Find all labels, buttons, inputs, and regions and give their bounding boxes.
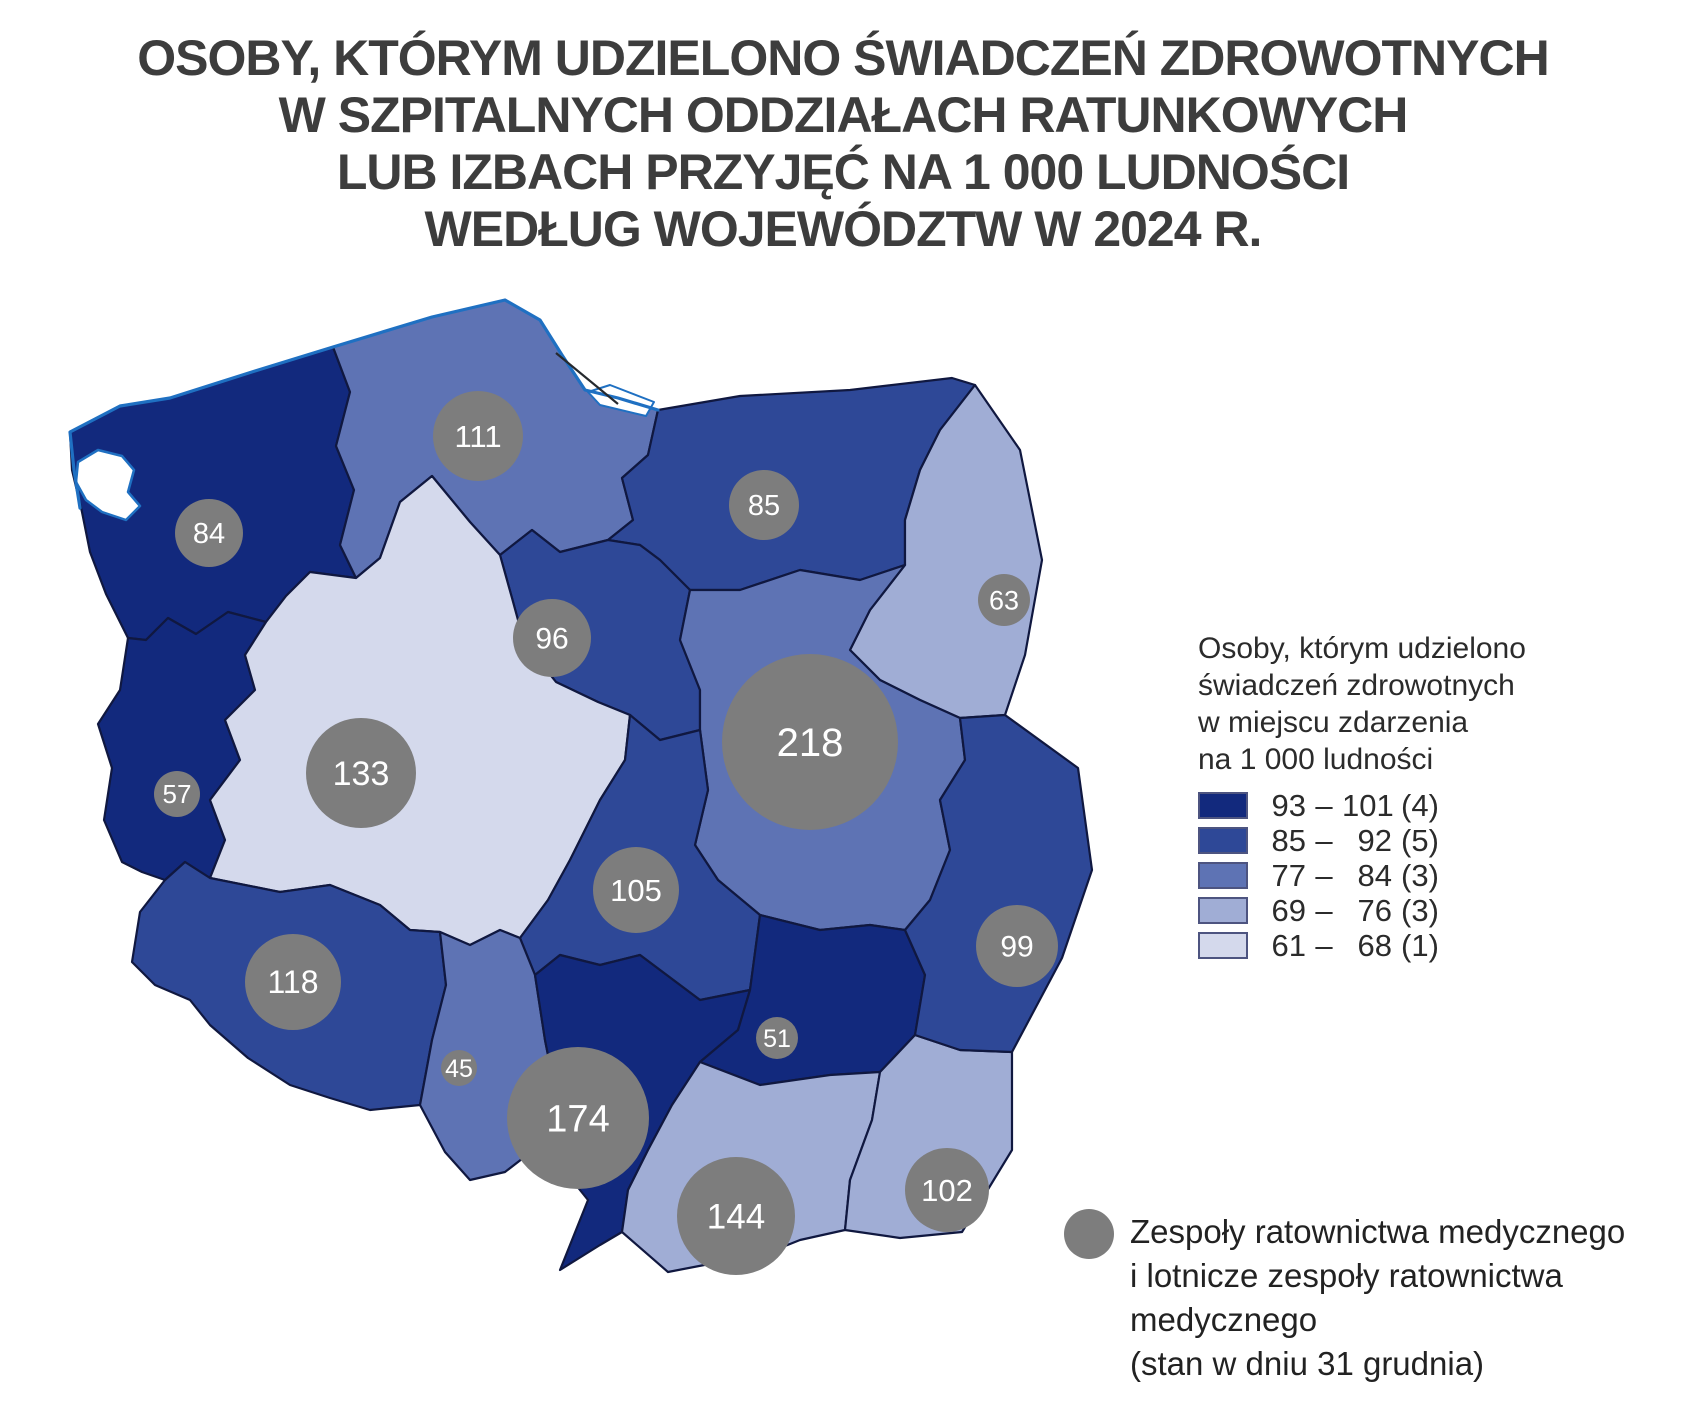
legend-class-label-2: 77–84 (3) [1271, 857, 1439, 893]
symbol-circle-pomorskie [433, 391, 523, 481]
legend-class-label-3: 69–76 (3) [1271, 892, 1439, 928]
choropleth-legend-title: Osoby, którym udzielono świadczeń zdrowo… [1198, 630, 1526, 778]
symbol-value-lubuskie: 57 [163, 779, 192, 809]
baltic-coastline [68, 298, 660, 510]
symbol-circle-malopolskie [677, 1157, 795, 1275]
symbol-circle-podlaskie [978, 574, 1030, 626]
symbol-value-slaskie: 174 [546, 1098, 609, 1140]
legend-swatch-4 [1198, 932, 1248, 959]
symbol-circle-lodzkie [593, 847, 679, 933]
symbol-legend: Zespoły ratownictwa medycznego i lotnicz… [1064, 1209, 1625, 1386]
symbol-circle-podkarpackie [905, 1148, 989, 1232]
symbol-legend-line: (stan w dniu 31 grudnia) [1130, 1345, 1485, 1382]
legend-title-line: na 1 000 ludności [1198, 743, 1434, 776]
legend-class-row-4: 61–68 (1) [1198, 928, 1526, 963]
choropleth-legend: Osoby, którym udzielono świadczeń zdrowo… [1198, 630, 1526, 963]
symbol-circle-opolskie [441, 1050, 477, 1086]
symbol-circle-dolnoslaskie [245, 934, 341, 1030]
legend-swatch-0 [1198, 792, 1248, 819]
title-line-1: OSOBY, KTÓRYM UDZIELONO ŚWIADCZEŃ ZDROWO… [137, 30, 1549, 86]
symbol-legend-text: Zespoły ratownictwa medycznego i lotnicz… [1130, 1210, 1625, 1386]
title-line-4: WEDŁUG WOJEWÓDZTW W 2024 R. [424, 201, 1263, 257]
legend-title-line: w miejscu zdarzenia [1198, 706, 1469, 739]
title-line-2: W SZPITALNYCH ODDZIAŁACH RATUNKOWYCH [278, 87, 1409, 143]
symbol-value-warminsko-mazurskie: 85 [748, 490, 780, 522]
legend-class-label-0: 93–101 (4) [1271, 787, 1439, 823]
symbol-circle-kujawsko-pomorskie [513, 599, 591, 677]
legend-class-row-0: 93–101 (4) [1198, 788, 1526, 823]
legend-class-label-4: 61–68 (1) [1271, 927, 1439, 963]
symbol-circle-lubuskie [154, 771, 200, 817]
symbol-value-mazowieckie: 218 [777, 721, 844, 765]
legend-class-rows: 93–101 (4) 85–92 (5) 77–84 (3) 69–76 (3) 61–68 (1… [1198, 788, 1526, 963]
vistula-spit-boundary-line [555, 352, 619, 405]
symbol-value-kujawsko-pomorskie: 96 [535, 623, 568, 656]
symbol-value-malopolskie: 144 [707, 1197, 765, 1236]
symbol-value-wielkopolskie: 133 [333, 755, 390, 793]
symbol-circle-lubelskie [976, 905, 1058, 987]
symbol-value-pomorskie: 111 [454, 419, 501, 454]
symbol-value-lubelskie: 99 [1000, 931, 1033, 964]
title-line-3: LUB IZBACH PRZYJĘĆ NA 1 000 LUDNOŚCI [336, 144, 1350, 200]
legend-swatch-2 [1198, 862, 1248, 889]
symbol-circle-warminsko-mazurskie [729, 470, 799, 540]
symbol-circle-zachodniopomorskie [175, 499, 243, 567]
szczecin-lagoon-water [74, 448, 142, 522]
symbol-value-lodzkie: 105 [610, 873, 662, 908]
legend-title-line: Osoby, którym udzielono [1198, 632, 1526, 665]
symbol-circle-wielkopolskie [306, 718, 416, 828]
legend-class-row-3: 69–76 (3) [1198, 893, 1526, 928]
symbol-circle-slaskie [507, 1047, 649, 1189]
symbol-circle-icon [1064, 1209, 1114, 1259]
symbol-value-podkarpackie: 102 [921, 1173, 973, 1208]
symbol-legend-line: i lotnicze zespoły ratownictwa [1130, 1257, 1563, 1294]
symbol-circle-mazowieckie [722, 654, 898, 830]
page-title: OSOBY, KTÓRYM UDZIELONO ŚWIADCZEŃ ZDROWO… [0, 30, 1686, 258]
legend-swatch-1 [1198, 827, 1248, 854]
legend-class-label-1: 85–92 (5) [1271, 822, 1439, 858]
legend-class-row-2: 77–84 (3) [1198, 858, 1526, 893]
symbol-legend-line: Zespoły ratownictwa medycznego [1130, 1213, 1626, 1250]
symbol-value-zachodniopomorskie: 84 [193, 518, 225, 550]
symbol-value-podlaskie: 63 [989, 585, 1019, 615]
symbol-value-opolskie: 45 [445, 1055, 473, 1083]
symbol-circle-swietokrzyskie [756, 1017, 798, 1059]
legend-title-line: świadczeń zdrowotnych [1198, 669, 1515, 702]
symbol-value-swietokrzyskie: 51 [763, 1025, 791, 1053]
legend-swatch-3 [1198, 897, 1248, 924]
symbol-legend-line: medycznego [1130, 1301, 1318, 1338]
symbol-value-dolnoslaskie: 118 [267, 964, 318, 1000]
legend-class-row-1: 85–92 (5) [1198, 823, 1526, 858]
